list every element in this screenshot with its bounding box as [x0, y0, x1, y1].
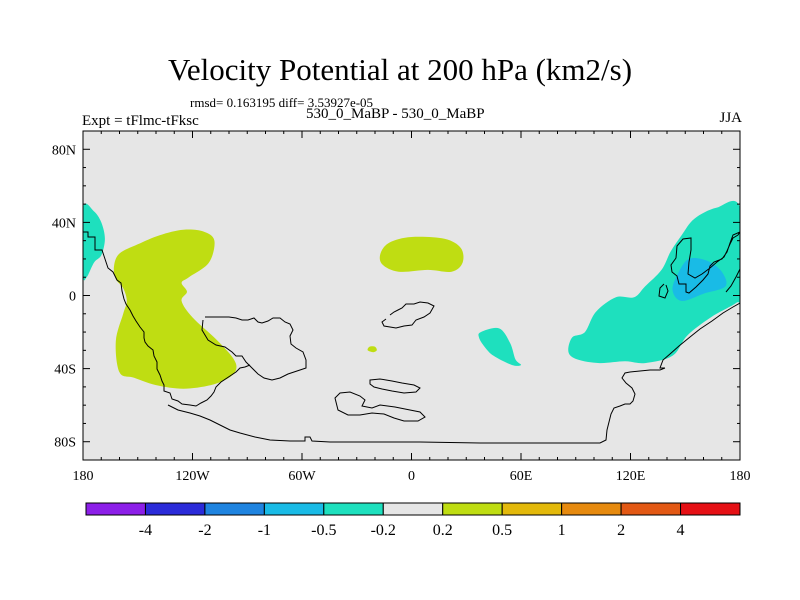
colorbar-swatch — [561, 502, 622, 516]
colorbar-label: -0.5 — [311, 522, 336, 539]
colorbar-swatch — [620, 502, 682, 516]
x-tick-label: 180 — [73, 469, 94, 484]
colorbar-label: -0.2 — [371, 522, 396, 539]
colorbar-label: 2 — [617, 522, 625, 539]
colorbar-label: 4 — [677, 522, 685, 539]
coastline-antarctica — [167, 367, 666, 444]
colorbar-swatch — [501, 502, 563, 516]
y-tick-label: 0 — [69, 290, 76, 305]
x-tick-label: 60E — [510, 469, 533, 484]
colorbar-swatch — [323, 502, 384, 516]
colorbar-label: -1 — [258, 522, 271, 539]
y-tick-label: 80S — [54, 436, 76, 451]
x-tick-label: 60W — [288, 469, 316, 484]
colorbar-label: 1 — [558, 522, 566, 539]
x-tick-label: 180 — [730, 469, 751, 484]
colorbar-label: -2 — [198, 522, 211, 539]
region-negative-west-indian-ocean — [478, 327, 522, 366]
y-tick-label: 40N — [52, 216, 76, 231]
y-tick-label: 40S — [54, 363, 76, 378]
colorbar-swatch — [144, 502, 206, 516]
axis-ticks: 180 120W 60W 0 60E 120E 180 80N 40N 0 40S 80S — [52, 131, 751, 484]
chart-title: Velocity Potential at 200 hPa (km2/s) — [167, 52, 633, 87]
stats-label: rmsd= 0.163195 diff= 3.53927e-05 — [190, 95, 374, 110]
x-tick-label: 120W — [175, 469, 210, 484]
region-positive-small-atlantic — [367, 346, 377, 353]
experiment-label: Expt = tFlmc-tFksc — [82, 113, 199, 129]
colorbar-label: 0.5 — [492, 522, 512, 539]
coastline-southern-antilles — [201, 316, 307, 381]
region-negative-west-pacific — [568, 200, 740, 364]
coastline-south-sea-islands — [334, 391, 426, 422]
colorbar-swatch — [204, 502, 265, 516]
region-positive-north-africa — [379, 236, 464, 273]
colorbar: -4 -2 -1 -0.5 -0.2 0.2 0.5 1 2 4 — [85, 502, 741, 539]
colorbar-swatch — [85, 502, 146, 516]
coastline-africa-west — [381, 301, 435, 329]
colorbar-label: 0.2 — [433, 522, 453, 539]
x-tick-label: 0 — [408, 469, 415, 484]
colorbar-label: -4 — [139, 522, 152, 539]
colorbar-swatch — [263, 502, 325, 516]
x-tick-label: 120E — [616, 469, 646, 484]
colorbar-swatch — [382, 502, 444, 516]
coastline-island-arc — [369, 378, 421, 394]
coastline-americas — [83, 231, 251, 407]
season-label: JJA — [719, 110, 742, 126]
colorbar-swatch — [680, 502, 741, 516]
coastline-asia-pacific — [658, 231, 740, 369]
center-label: 530_0_MaBP - 530_0_MaBP — [306, 106, 485, 122]
region-positive-eastern-pacific — [113, 229, 237, 389]
y-tick-label: 80N — [52, 143, 76, 158]
colorbar-swatch — [442, 502, 503, 516]
